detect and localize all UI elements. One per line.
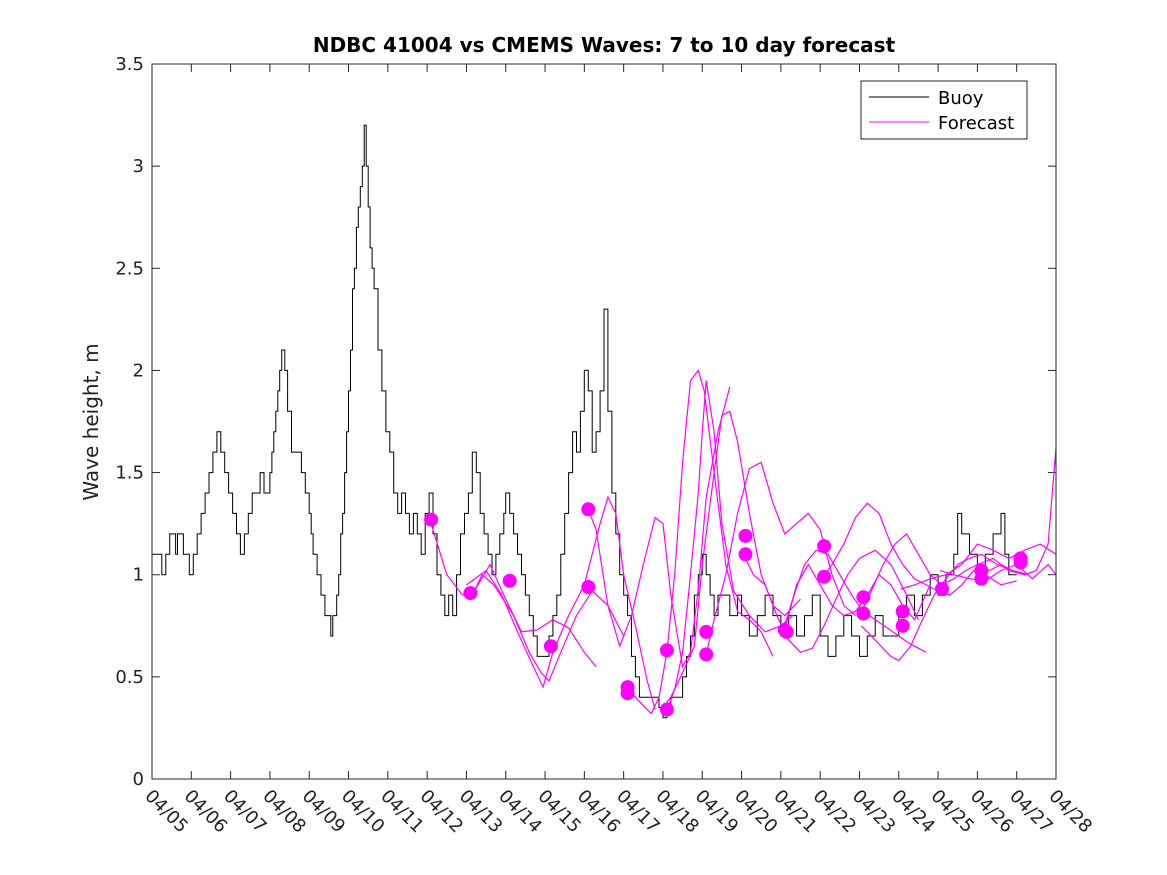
forecast-series-line [939, 563, 1057, 582]
forecast-marker [659, 643, 674, 658]
forecast-marker [895, 618, 910, 633]
forecast-series-line [782, 549, 927, 653]
forecast-marker [974, 571, 989, 586]
y-tick-label: 2.5 [115, 258, 144, 279]
legend-forecast-label: Forecast [938, 113, 1014, 134]
y-tick-label: 3 [133, 156, 144, 177]
y-tick-label: 1.5 [115, 463, 144, 484]
forecast-marker [895, 604, 910, 619]
y-tick-label: 2 [133, 360, 144, 381]
forecast-marker [699, 624, 714, 639]
plot-data-group [152, 124, 1057, 719]
legend: Buoy Forecast [860, 80, 1028, 140]
y-tick-label: 3.5 [115, 54, 144, 75]
plot-frame [151, 63, 1057, 780]
y-tick-label: 1 [133, 565, 144, 586]
forecast-marker [699, 647, 714, 662]
forecast-marker [581, 502, 596, 517]
y-tick-label: 0.5 [115, 667, 144, 688]
forecast-marker [659, 702, 674, 717]
forecast-series-line [900, 543, 1057, 590]
forecast-marker [856, 606, 871, 621]
forecast-series-line [466, 495, 656, 710]
forecast-series-line [979, 448, 1057, 576]
forecast-series-line [587, 386, 731, 669]
forecast-marker [817, 539, 832, 554]
forecast-marker [463, 586, 478, 601]
forecast-marker [620, 686, 635, 701]
forecast-marker [502, 573, 517, 588]
forecast-marker [779, 624, 794, 639]
legend-buoy-label: Buoy [938, 88, 984, 109]
y-axis-label: Wave height, m [79, 343, 103, 500]
legend-box [860, 80, 1028, 140]
forecast-marker [581, 580, 596, 594]
forecast-series-line [666, 380, 794, 712]
forecast-series-line [473, 573, 625, 682]
chart-title: NDBC 41004 vs CMEMS Waves: 7 to 10 day f… [313, 33, 896, 57]
forecast-marker [738, 528, 753, 543]
forecast-marker [543, 639, 558, 654]
forecast-marker [1013, 555, 1028, 570]
plot-area [152, 64, 1056, 779]
forecast-marker [935, 582, 949, 596]
forecast-series-line [627, 369, 774, 715]
forecast-marker [738, 547, 753, 562]
forecast-marker [817, 569, 832, 584]
forecast-marker [856, 590, 871, 605]
forecast-series-line [860, 532, 1025, 612]
y-tick-label: 0 [133, 769, 144, 790]
forecast-marker [424, 512, 439, 527]
